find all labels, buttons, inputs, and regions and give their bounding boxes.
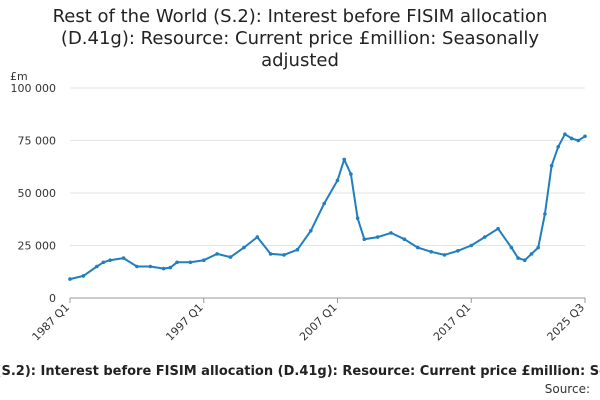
x-tick-label: 2017 Q1 bbox=[431, 301, 474, 344]
data-point bbox=[101, 260, 106, 265]
chart-footer: Rest of the World (S.2): Interest before… bbox=[0, 364, 600, 382]
data-point bbox=[121, 256, 126, 260]
data-point bbox=[563, 132, 567, 136]
y-tick-label: 75 000 bbox=[18, 135, 57, 148]
data-point bbox=[81, 274, 86, 278]
data-point bbox=[322, 201, 327, 206]
marker-layer bbox=[68, 132, 587, 281]
data-point bbox=[242, 245, 246, 250]
series-layer bbox=[69, 133, 586, 281]
data-point bbox=[349, 172, 353, 176]
data-point bbox=[68, 277, 72, 281]
data-point bbox=[549, 163, 554, 168]
grid-layer bbox=[70, 87, 585, 299]
data-point bbox=[148, 264, 153, 269]
data-point bbox=[168, 265, 173, 270]
series-line bbox=[69, 133, 586, 281]
data-point bbox=[202, 258, 206, 263]
data-point bbox=[135, 264, 139, 269]
chart-title: Rest of the World (S.2): Interest before… bbox=[0, 6, 600, 72]
data-point bbox=[569, 136, 574, 141]
data-point bbox=[389, 231, 393, 235]
data-point bbox=[161, 266, 166, 271]
y-tick-label: 100 000 bbox=[11, 82, 57, 95]
data-point bbox=[482, 235, 487, 239]
data-point bbox=[295, 247, 300, 252]
data-point bbox=[108, 258, 112, 263]
data-point bbox=[416, 245, 420, 250]
data-point bbox=[529, 252, 534, 256]
data-point bbox=[509, 245, 514, 250]
data-point bbox=[536, 245, 540, 250]
y-tick-label: 0 bbox=[49, 292, 56, 305]
data-point bbox=[496, 226, 500, 231]
x-tick-label: 1987 Q1 bbox=[30, 301, 73, 344]
data-point bbox=[583, 134, 587, 139]
data-point bbox=[188, 260, 193, 265]
data-point bbox=[175, 260, 179, 265]
data-point bbox=[342, 157, 347, 162]
source-label: Source: bbox=[544, 382, 590, 396]
data-point bbox=[516, 256, 520, 260]
data-point bbox=[543, 212, 547, 216]
data-point bbox=[255, 235, 260, 239]
data-point bbox=[268, 252, 273, 256]
x-tick-label: 2025 Q3 bbox=[545, 301, 588, 344]
data-point bbox=[375, 235, 380, 239]
data-point bbox=[362, 237, 367, 241]
data-point bbox=[402, 237, 407, 241]
title-line-1: Rest of the World (S.2): Interest before… bbox=[52, 6, 548, 27]
data-point bbox=[335, 178, 340, 183]
data-point bbox=[95, 264, 99, 269]
data-point bbox=[576, 138, 581, 143]
footer-title: Rest of the World (S.2): Interest before… bbox=[0, 364, 600, 379]
data-point bbox=[282, 253, 286, 257]
title-line-2: (D.41g): Resource: Current price £millio… bbox=[60, 28, 540, 49]
y-tick-label: 25 000 bbox=[18, 240, 57, 253]
data-point bbox=[215, 252, 219, 256]
data-point bbox=[523, 258, 527, 263]
data-point bbox=[355, 216, 360, 220]
x-tick-label: 2007 Q1 bbox=[297, 301, 340, 344]
data-point bbox=[228, 255, 233, 259]
data-point bbox=[456, 249, 460, 253]
data-point bbox=[309, 229, 313, 233]
title-line-3: adjusted bbox=[261, 50, 339, 71]
data-point bbox=[442, 253, 447, 257]
data-point bbox=[469, 243, 474, 248]
y-axis-unit-label: £m bbox=[10, 70, 28, 83]
data-point bbox=[429, 250, 434, 254]
axis-layer: 0 25 000 50 000 75 000 100 000 1987 Q1 1997 Q1… bbox=[11, 82, 588, 343]
x-tick-label: 1997 Q1 bbox=[163, 301, 206, 344]
y-tick-label: 50 000 bbox=[18, 187, 57, 200]
data-point bbox=[556, 145, 560, 149]
